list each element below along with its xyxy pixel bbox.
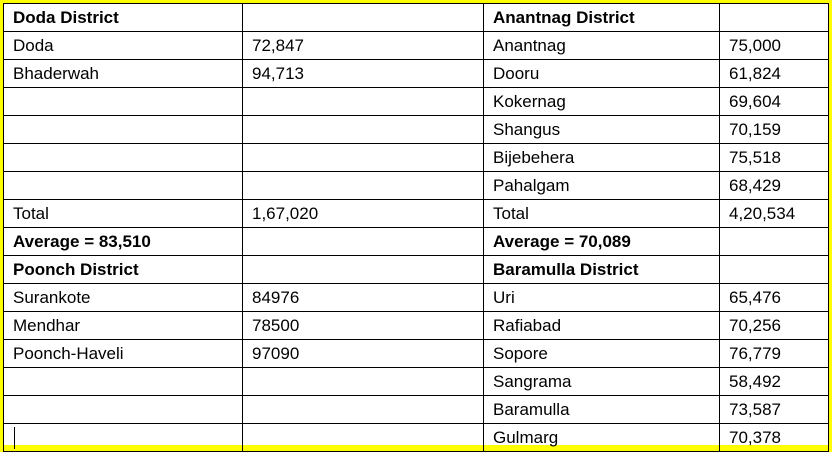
left-label-cell[interactable] [3, 395, 243, 424]
table-row: Doda District Anantnag District [3, 3, 829, 32]
right-value-cell[interactable]: 75,518 [719, 143, 829, 172]
table-row: Baramulla 73,587 [3, 395, 829, 424]
left-value-cell[interactable]: 84976 [242, 283, 484, 312]
table-row: Pahalgam 68,429 [3, 171, 829, 200]
left-value-cell[interactable]: 72,847 [242, 31, 484, 60]
left-value-cell[interactable] [242, 115, 484, 144]
left-label-cell[interactable] [3, 143, 243, 172]
left-label-cell[interactable]: Surankote [3, 283, 243, 312]
right-value-cell[interactable]: 58,492 [719, 367, 829, 396]
left-label-cell[interactable]: Average = 83,510 [3, 227, 243, 256]
table-row: Average = 83,510 Average = 70,089 [3, 227, 829, 256]
left-label-cell[interactable] [3, 367, 243, 396]
table-row: Poonch District Baramulla District [3, 255, 829, 284]
left-value-cell[interactable] [242, 367, 484, 396]
table-body: Doda District Anantnag District Doda 72,847… [3, 3, 829, 452]
right-label-cell[interactable]: Dooru [483, 59, 720, 88]
right-value-cell[interactable]: 65,476 [719, 283, 829, 312]
table-row: Surankote 84976 Uri 65,476 [3, 283, 829, 312]
right-value-cell[interactable]: 70,378 [719, 423, 829, 452]
right-label-cell[interactable]: Rafiabad [483, 311, 720, 340]
table-row: Poonch-Haveli 97090 Sopore 76,779 [3, 339, 829, 368]
left-label-cell[interactable]: Poonch-Haveli [3, 339, 243, 368]
right-label-cell[interactable]: Anantnag District [483, 3, 720, 32]
left-value-cell[interactable] [242, 171, 484, 200]
table-row: Gulmarg 70,378 [3, 423, 829, 452]
right-label-cell[interactable]: Kokernag [483, 87, 720, 116]
right-value-cell[interactable]: 70,256 [719, 311, 829, 340]
right-value-cell[interactable]: 73,587 [719, 395, 829, 424]
right-label-cell[interactable]: Pahalgam [483, 171, 720, 200]
left-label-cell[interactable]: Poonch District [3, 255, 243, 284]
constituency-table: Doda District Anantnag District Doda 72,847… [3, 3, 829, 452]
right-value-cell[interactable] [719, 227, 829, 256]
right-label-cell[interactable]: Shangus [483, 115, 720, 144]
text-cursor [14, 427, 15, 449]
left-label-cell[interactable]: Doda District [3, 3, 243, 32]
left-value-cell[interactable]: 94,713 [242, 59, 484, 88]
right-label-cell[interactable]: Gulmarg [483, 423, 720, 452]
right-value-cell[interactable] [719, 255, 829, 284]
right-label-cell[interactable]: Baramulla District [483, 255, 720, 284]
right-label-cell[interactable]: Average = 70,089 [483, 227, 720, 256]
right-value-cell[interactable]: 75,000 [719, 31, 829, 60]
left-label-cell[interactable] [3, 87, 243, 116]
left-value-cell[interactable] [242, 3, 484, 32]
left-label-cell[interactable]: Bhaderwah [3, 59, 243, 88]
table-row: Total 1,67,020 Total 4,20,534 [3, 199, 829, 228]
right-label-cell[interactable]: Anantnag [483, 31, 720, 60]
left-value-cell[interactable] [242, 143, 484, 172]
left-label-cell[interactable]: Total [3, 199, 243, 228]
right-label-cell[interactable]: Bijebehera [483, 143, 720, 172]
left-value-cell[interactable]: 78500 [242, 311, 484, 340]
left-label-cell[interactable] [3, 115, 243, 144]
right-value-cell[interactable]: 4,20,534 [719, 199, 829, 228]
table-row: Doda 72,847 Anantnag 75,000 [3, 31, 829, 60]
left-label-cell[interactable] [3, 171, 243, 200]
right-value-cell[interactable]: 76,779 [719, 339, 829, 368]
right-value-cell[interactable]: 68,429 [719, 171, 829, 200]
left-value-cell[interactable]: 1,67,020 [242, 199, 484, 228]
left-value-cell[interactable] [242, 227, 484, 256]
left-value-cell[interactable] [242, 423, 484, 452]
table-row: Kokernag 69,604 [3, 87, 829, 116]
left-value-cell[interactable] [242, 87, 484, 116]
right-label-cell[interactable]: Total [483, 199, 720, 228]
right-label-cell[interactable]: Sopore [483, 339, 720, 368]
right-label-cell[interactable]: Uri [483, 283, 720, 312]
right-value-cell[interactable] [719, 3, 829, 32]
table-row: Bhaderwah 94,713 Dooru 61,824 [3, 59, 829, 88]
table-row: Bijebehera 75,518 [3, 143, 829, 172]
left-value-cell[interactable] [242, 255, 484, 284]
left-label-cell[interactable]: Mendhar [3, 311, 243, 340]
table-row: Mendhar 78500 Rafiabad 70,256 [3, 311, 829, 340]
left-label-cell[interactable] [3, 423, 243, 452]
table-row: Sangrama 58,492 [3, 367, 829, 396]
table-row: Shangus 70,159 [3, 115, 829, 144]
right-value-cell[interactable]: 61,824 [719, 59, 829, 88]
right-label-cell[interactable]: Baramulla [483, 395, 720, 424]
right-value-cell[interactable]: 70,159 [719, 115, 829, 144]
right-label-cell[interactable]: Sangrama [483, 367, 720, 396]
left-value-cell[interactable] [242, 395, 484, 424]
left-label-cell[interactable]: Doda [3, 31, 243, 60]
right-value-cell[interactable]: 69,604 [719, 87, 829, 116]
left-value-cell[interactable]: 97090 [242, 339, 484, 368]
